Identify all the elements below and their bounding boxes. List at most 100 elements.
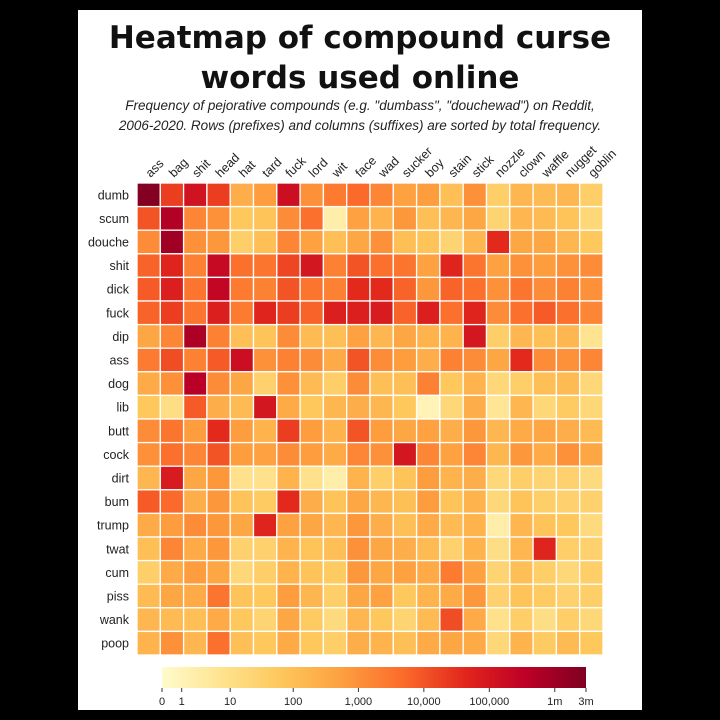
heatmap-cell (346, 323, 371, 349)
heatmap-cell (182, 276, 208, 302)
heatmap-cell (462, 512, 488, 538)
heatmap-cell (555, 182, 581, 208)
heatmap-cell (252, 205, 278, 231)
heatmap-cell (299, 253, 325, 279)
heatmap-cell (136, 630, 161, 656)
heatmap-cell (346, 205, 371, 231)
heatmap-cell (182, 607, 208, 633)
heatmap-cell (229, 630, 255, 656)
heatmap-cell (579, 418, 604, 444)
heatmap-cell (485, 347, 511, 373)
heatmap-cell (159, 536, 185, 562)
heatmap-cell (322, 347, 348, 373)
heatmap-cell (252, 371, 278, 397)
heatmap-cell (252, 559, 278, 585)
heatmap-cell (206, 182, 231, 208)
row-label: douche (88, 236, 129, 250)
heatmap-cell (206, 276, 231, 302)
heatmap-cell (229, 229, 255, 255)
heatmap-cell (555, 347, 581, 373)
heatmap-cell (206, 229, 231, 255)
heatmap-cell (159, 300, 185, 326)
column-label: lord (306, 155, 331, 180)
row-label: trump (97, 519, 129, 533)
heatmap-cell (369, 300, 394, 326)
heatmap-cell (206, 300, 231, 326)
colorbar-tick-label: 100,000 (469, 696, 509, 708)
heatmap-cell (346, 559, 371, 585)
heatmap-cell (299, 583, 325, 609)
heatmap-cell (509, 512, 534, 538)
heatmap-cell (322, 182, 348, 208)
heatmap-cell (182, 630, 208, 656)
heatmap-cell (555, 323, 581, 349)
heatmap-cell (322, 441, 348, 467)
heatmap-cell (415, 559, 441, 585)
heatmap-cell (509, 300, 534, 326)
heatmap-cell (276, 300, 301, 326)
heatmap-cell (252, 441, 278, 467)
heatmap-cell (532, 347, 558, 373)
heatmap-cell (415, 205, 441, 231)
row-label: poop (101, 637, 129, 651)
heatmap-cell (299, 630, 325, 656)
heatmap-cell (159, 347, 185, 373)
colorbar-tick-label: 1 (179, 696, 185, 708)
row-label: scum (99, 212, 129, 226)
heatmap-cell (509, 347, 534, 373)
heatmap-cell (485, 489, 511, 515)
heatmap-cell (462, 559, 488, 585)
heatmap-cell (532, 512, 558, 538)
heatmap-cell (182, 583, 208, 609)
heatmap-cell (182, 182, 208, 208)
heatmap-cell (276, 559, 301, 585)
heatmap-cell (182, 441, 208, 467)
heatmap-cell (439, 300, 464, 326)
heatmap-cell (439, 276, 464, 302)
heatmap-cell (299, 182, 325, 208)
heatmap-cell (159, 323, 185, 349)
heatmap-cell (276, 607, 301, 633)
heatmap-cell (392, 276, 418, 302)
heatmap-cell (159, 394, 185, 420)
heatmap-cell (485, 583, 511, 609)
heatmap-cell (415, 607, 441, 633)
heatmap-cell (136, 441, 161, 467)
heatmap-cell (509, 276, 534, 302)
heatmap-cell (439, 583, 464, 609)
heatmap-cell (439, 607, 464, 633)
heatmap-cell (555, 300, 581, 326)
heatmap-cell (182, 489, 208, 515)
heatmap-cell (509, 205, 534, 231)
row-label: dumb (98, 188, 129, 202)
column-label: fuck (283, 153, 310, 180)
heatmap-cell (299, 347, 325, 373)
heatmap-cell (485, 607, 511, 633)
heatmap-cell (136, 394, 161, 420)
row-label: dip (112, 330, 129, 344)
heatmap-cell (439, 489, 464, 515)
heatmap-cell (136, 205, 161, 231)
heatmap-cell (532, 630, 558, 656)
heatmap-cell (392, 182, 418, 208)
heatmap-cell (532, 583, 558, 609)
heatmap-cell (509, 559, 534, 585)
column-label: tard (259, 155, 284, 180)
heatmap-cell (462, 371, 488, 397)
colorbar-tick-label: 0 (159, 696, 165, 708)
heatmap-cell (439, 512, 464, 538)
heatmap-cell (392, 205, 418, 231)
heatmap-cell (182, 205, 208, 231)
heatmap-cell (415, 347, 441, 373)
heatmap-cell (346, 394, 371, 420)
heatmap-cell (346, 512, 371, 538)
heatmap-cell (206, 489, 231, 515)
heatmap-cell (276, 276, 301, 302)
heatmap-cell (299, 418, 325, 444)
heatmap-cell (509, 371, 534, 397)
heatmap-cell (579, 347, 604, 373)
heatmap-cell (299, 559, 325, 585)
heatmap-cell (322, 394, 348, 420)
heatmap-cell (485, 441, 511, 467)
